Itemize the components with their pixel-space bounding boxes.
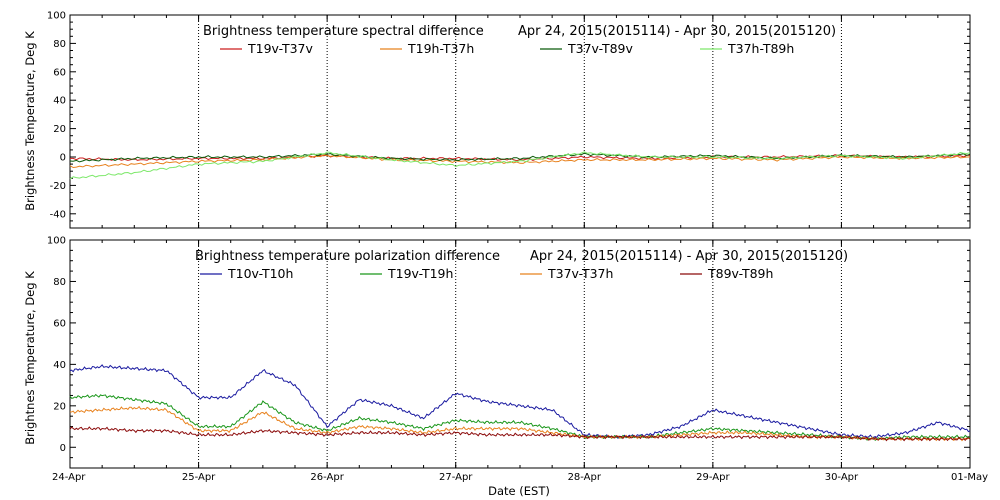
- y-tick-label: 40: [53, 360, 66, 371]
- series-line-t37v-t37h: [69, 405, 971, 442]
- spectral-difference-panel: Brightness temperature spectral differen…: [23, 11, 971, 229]
- y-tick-label: -20: [50, 181, 66, 192]
- x-tick-label: 01-May: [951, 472, 988, 483]
- legend-label: T89v-T89h: [707, 266, 773, 281]
- x-tick-label: 27-Apr: [439, 472, 473, 483]
- panel-2-y-axis-label: Brightnes Temperature, Deg K: [23, 271, 37, 445]
- y-tick-label: 60: [53, 318, 66, 329]
- legend-label: T19h-T37h: [407, 41, 474, 56]
- y-tick-label: 0: [60, 443, 66, 454]
- panel-1-title: Brightness temperature spectral differen…: [203, 24, 484, 39]
- x-axis-label: Date (EST): [488, 484, 550, 498]
- panel-1-y-axis-label: Brightness Temperature, Deg K: [23, 31, 37, 211]
- y-tick-label: 80: [53, 277, 66, 288]
- legend-label: T37v-T37h: [547, 266, 613, 281]
- panel-1-date-range: Apr 24, 2015(2015114) - Apr 30, 2015(201…: [518, 24, 836, 39]
- x-tick-label: 24-Apr: [52, 472, 86, 483]
- x-tick-label: 26-Apr: [310, 472, 344, 483]
- plot-frame: [69, 14, 971, 229]
- legend-label: T19v-T37v: [247, 41, 314, 56]
- series-line-t10v-t10h: [69, 364, 971, 440]
- polarization-difference-panel: Brightness temperature polarization diff…: [23, 236, 988, 484]
- x-tick-label: 28-Apr: [568, 472, 602, 483]
- y-tick-label: 0: [60, 153, 66, 164]
- series-line-t19h-t37h: [69, 154, 970, 169]
- panel-2-title: Brightness temperature polarization diff…: [195, 249, 500, 264]
- x-tick-label: 29-Apr: [696, 472, 730, 483]
- y-tick-label: 20: [53, 401, 66, 412]
- series-line-t19v-t19h: [69, 393, 971, 442]
- legend-label: T19v-T19h: [387, 266, 453, 281]
- y-tick-label: 100: [47, 236, 66, 247]
- y-tick-label: 100: [47, 11, 66, 22]
- legend-label: T37v-T89v: [567, 41, 634, 56]
- y-tick-label: 80: [53, 39, 66, 50]
- y-tick-label: 60: [53, 67, 66, 78]
- x-tick-label: 25-Apr: [182, 472, 216, 483]
- y-tick-label: 20: [53, 124, 66, 135]
- x-tick-label: 30-Apr: [825, 472, 859, 483]
- panel-2-date-range: Apr 24, 2015(2015114) - Apr 30, 2015(201…: [530, 249, 848, 264]
- legend-label: T10v-T10h: [227, 266, 293, 281]
- y-tick-label: 40: [53, 96, 66, 107]
- series-line-t89v-t89h: [69, 426, 971, 442]
- series-line-t37h-t89h: [69, 151, 971, 180]
- legend-label: T37h-T89h: [727, 41, 794, 56]
- y-tick-label: -40: [50, 209, 66, 220]
